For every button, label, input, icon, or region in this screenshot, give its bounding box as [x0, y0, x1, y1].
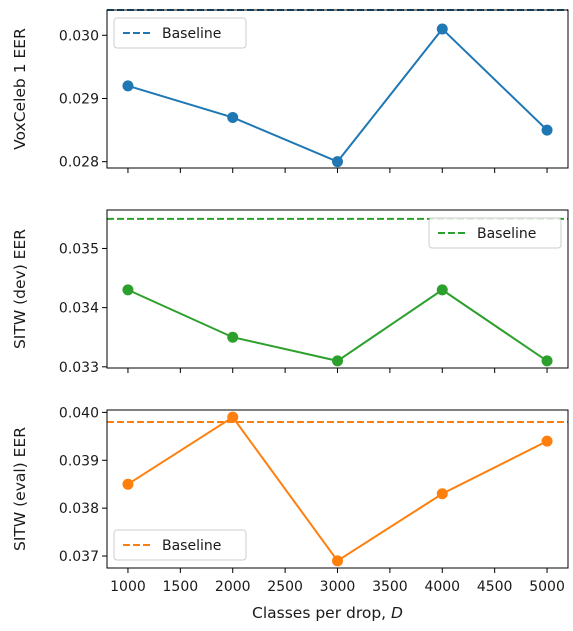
x-tick-label: 2000 [215, 579, 251, 595]
legend-label: Baseline [162, 26, 221, 42]
y-axis-label: VoxCeleb 1 EER [11, 28, 29, 150]
x-tick-label: 5000 [529, 579, 565, 595]
legend: Baseline [428, 217, 562, 249]
y-axis-label: SITW (dev) EER [11, 229, 29, 349]
data-point [227, 111, 239, 123]
data-point [122, 80, 134, 92]
y-tick-label: 0.038 [59, 501, 99, 517]
data-point [541, 435, 553, 447]
legend-box [113, 529, 247, 561]
data-point [436, 23, 448, 35]
y-axis-label: SITW (eval) EER [11, 427, 29, 551]
y-tick-label: 0.039 [59, 453, 99, 469]
y-tick-label: 0.029 [59, 91, 99, 107]
y-tick-label: 0.034 [59, 301, 99, 317]
data-point [332, 156, 343, 168]
data-point [332, 555, 343, 567]
x-tick-label: 4000 [424, 579, 460, 595]
x-tick-label: 4500 [477, 579, 513, 595]
y-tick-label: 0.040 [59, 405, 99, 421]
x-tick-label: 1000 [110, 579, 146, 595]
y-tick-label: 0.035 [59, 241, 99, 257]
panel-1: 0.028 0.029 0.030 VoxCeleb 1 EER Baseline [11, 9, 569, 173]
data-point [122, 284, 134, 296]
panel-3: 0.037 0.038 0.039 0.040 1000 1500 2000 2500 3000… [11, 405, 569, 622]
data-point [541, 124, 553, 136]
data-point [436, 284, 448, 296]
data-point [227, 411, 239, 423]
y-tick-label: 0.033 [59, 360, 99, 376]
legend-box [428, 217, 562, 249]
legend-label: Baseline [477, 226, 536, 242]
legend-box [113, 17, 247, 49]
series-line [127, 27, 548, 163]
y-tick-label: 0.037 [59, 549, 99, 565]
data-point [436, 488, 448, 500]
x-tick-label: 3500 [372, 579, 408, 595]
legend: Baseline [113, 529, 247, 561]
x-tick-label: 2500 [267, 579, 303, 595]
data-point [227, 331, 239, 343]
panel-2: 0.033 0.034 0.035 SITW (dev) EER Baseline [11, 209, 569, 376]
y-tick-label: 0.028 [59, 155, 99, 171]
legend-label: Baseline [162, 538, 221, 554]
data-point [122, 478, 134, 490]
data-point [541, 355, 553, 367]
legend: Baseline [113, 17, 247, 49]
x-tick-label: 3000 [320, 579, 356, 595]
series-line [127, 288, 548, 362]
x-tick-label: 1500 [163, 579, 199, 595]
y-tick-label: 0.030 [59, 28, 99, 44]
data-point [332, 355, 343, 367]
x-axis-label: Classes per drop, D [252, 604, 403, 622]
